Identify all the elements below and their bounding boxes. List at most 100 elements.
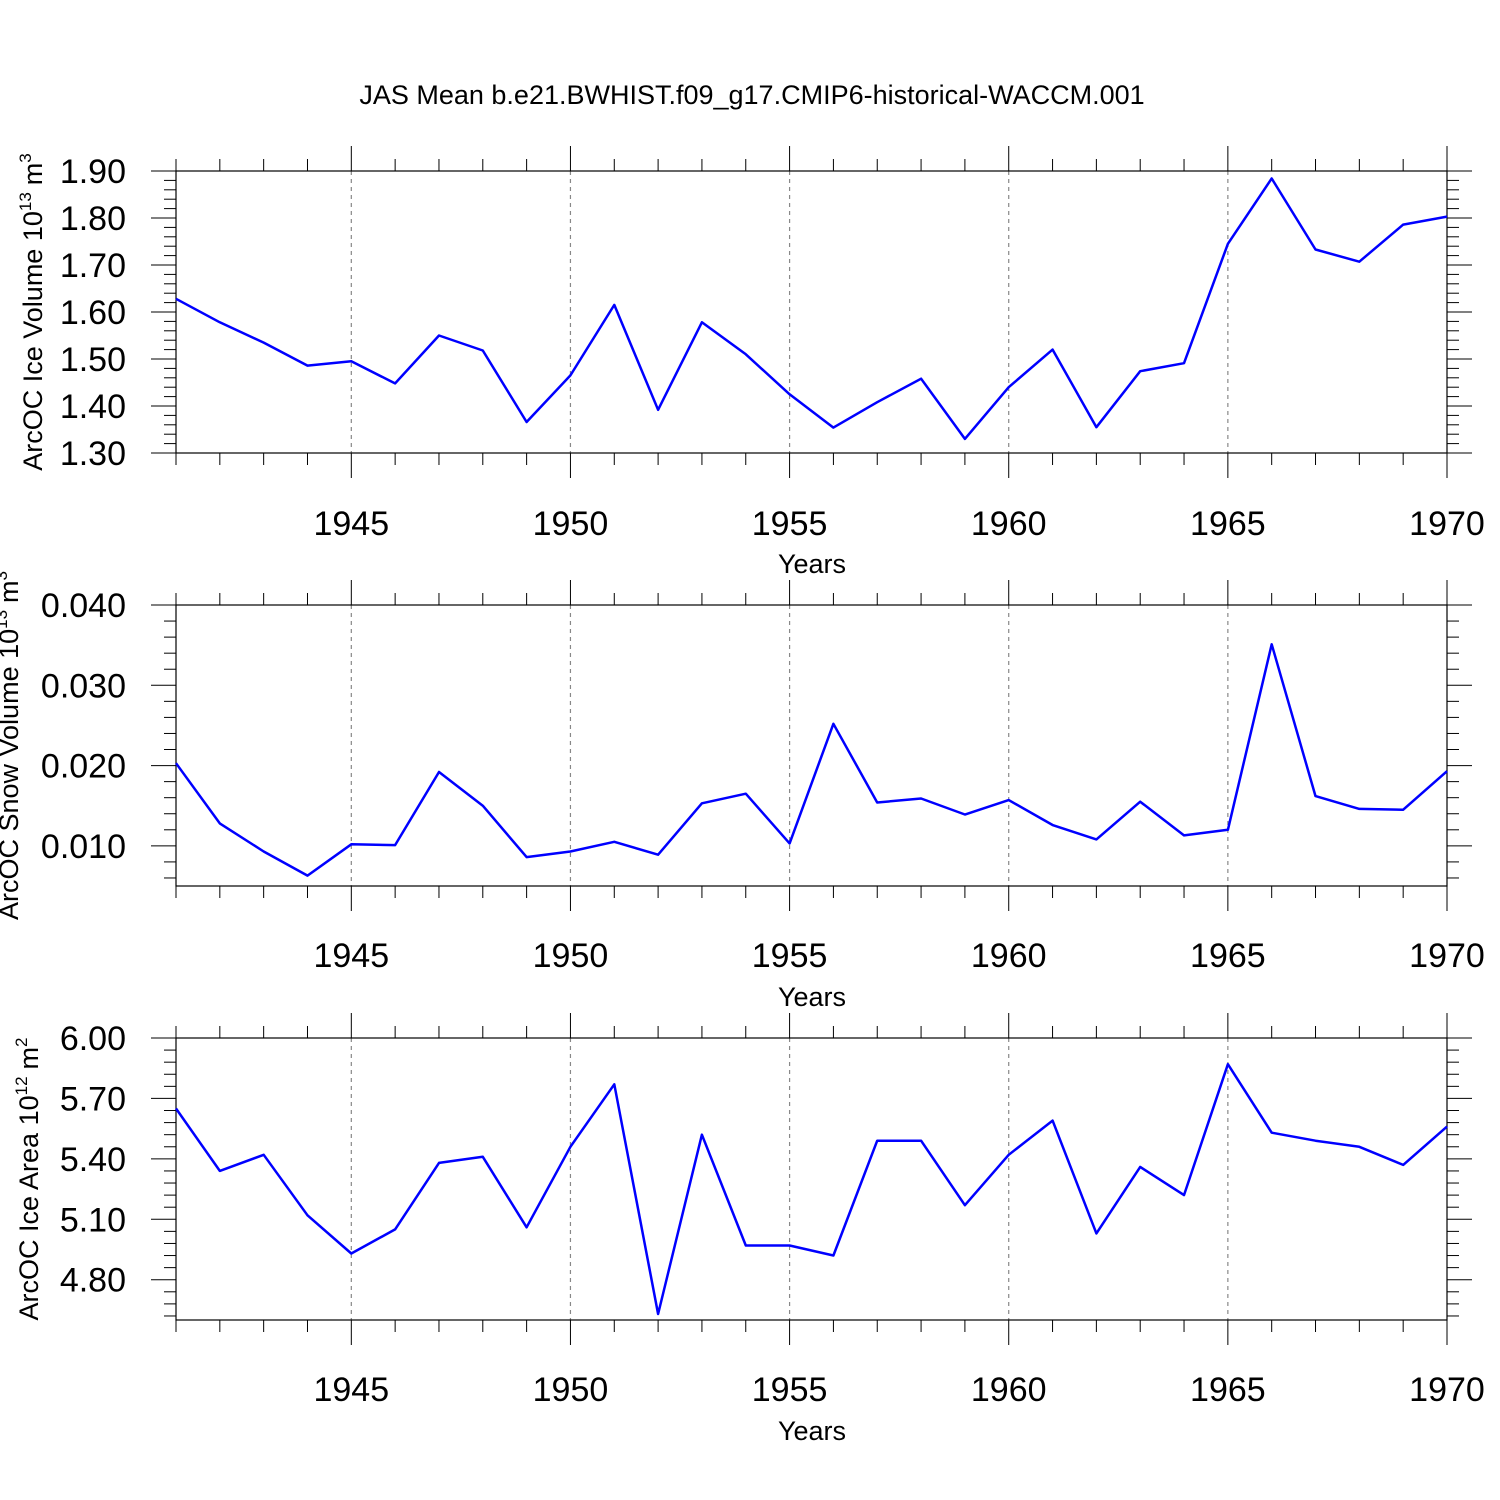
y-axis-label-text: ArcOC Ice Area 10 — [14, 1095, 44, 1320]
data-point — [1094, 1231, 1098, 1235]
data-point — [262, 849, 266, 853]
y-axis-label: ArcOC Snow Volume 1013 m3 — [0, 571, 24, 920]
data-point — [1138, 369, 1142, 373]
chart-panel-3: 4.80 5.10 5.40 5.70 6.00 1945 1950 1955 1960 1965… — [12, 1013, 1485, 1446]
y-axis-label-unit: m — [18, 163, 48, 186]
x-tick-label: 1970 — [1409, 1371, 1485, 1409]
data-point — [1226, 828, 1230, 832]
data-point — [218, 1169, 222, 1173]
data-point — [831, 426, 835, 430]
data-point — [788, 841, 792, 845]
y-tick-label: 1.80 — [60, 200, 126, 238]
data-point — [656, 853, 660, 857]
data-point — [305, 1213, 309, 1217]
y-tick-label: 5.40 — [60, 1141, 126, 1179]
y-axis-label-unit-exponent: 3 — [16, 153, 35, 162]
chart-panel-1: 1.30 1.40 1.50 1.60 1.70 1.80 1.90 1945 1950 1955… — [16, 146, 1485, 579]
data-point — [1007, 385, 1011, 389]
data-point — [1138, 1165, 1142, 1169]
data-point — [349, 359, 353, 363]
data-point — [262, 1153, 266, 1157]
y-axis-label-unit-exponent: 3 — [0, 571, 11, 580]
y-axis-label-unit-exponent: 2 — [12, 1038, 31, 1047]
data-point — [1182, 1193, 1186, 1197]
x-tick-label: 1970 — [1409, 505, 1485, 543]
data-point — [656, 408, 660, 412]
data-point — [349, 1252, 353, 1256]
data-point — [437, 770, 441, 774]
x-tick-label: 1970 — [1409, 937, 1485, 975]
data-point — [1357, 1145, 1361, 1149]
y-tick-label: 6.00 — [60, 1020, 126, 1058]
data-point — [1401, 223, 1405, 227]
data-point — [1007, 1153, 1011, 1157]
data-point — [437, 334, 441, 338]
data-point — [1401, 1163, 1405, 1167]
data-point — [963, 1203, 967, 1207]
data-point — [1357, 260, 1361, 264]
data-point — [481, 349, 485, 353]
x-tick-label: 1950 — [533, 1371, 609, 1409]
data-point — [568, 373, 572, 377]
data-point — [919, 1139, 923, 1143]
x-tick-label: 1960 — [971, 505, 1047, 543]
x-tick-label: 1955 — [752, 937, 828, 975]
data-point — [700, 320, 704, 324]
data-point — [831, 1254, 835, 1258]
data-point — [1314, 247, 1318, 251]
chart-panel-2: 0.010 0.020 0.030 0.040 1945 1950 1955 1960 1965… — [0, 571, 1485, 1012]
data-point — [1270, 642, 1274, 646]
series-line — [174, 643, 1448, 877]
data-point — [1357, 807, 1361, 811]
y-axis-label-text: ArcOC Ice Volume 10 — [18, 211, 48, 471]
y-tick-label: 1.40 — [60, 388, 126, 426]
data-point — [481, 1155, 485, 1159]
data-point — [568, 849, 572, 853]
data-point — [744, 352, 748, 356]
y-axis-label-text: ArcOC Snow Volume 10 — [0, 629, 24, 920]
y-tick-label: 5.10 — [60, 1201, 126, 1239]
y-tick-label: 1.30 — [60, 435, 126, 473]
data-point — [1445, 215, 1449, 219]
data-point — [437, 1161, 441, 1165]
data-point — [612, 1082, 616, 1086]
plot-frame — [175, 604, 1448, 887]
x-axis-label: Years — [778, 982, 846, 1012]
y-axis-label-exponent: 13 — [16, 192, 35, 211]
x-tick-label: 1965 — [1190, 937, 1266, 975]
data-point — [1226, 242, 1230, 246]
y-tick-label: 4.80 — [60, 1262, 126, 1300]
data-point — [218, 320, 222, 324]
data-point — [262, 341, 266, 345]
data-point — [1401, 808, 1405, 812]
data-point — [963, 437, 967, 441]
data-point — [174, 1107, 178, 1111]
data-point — [1270, 1131, 1274, 1135]
data-point — [700, 801, 704, 805]
x-tick-label: 1945 — [313, 505, 389, 543]
series-line — [174, 1062, 1448, 1316]
data-point — [875, 801, 879, 805]
y-tick-label: 0.040 — [41, 587, 126, 625]
y-tick-label: 0.010 — [41, 828, 126, 866]
x-tick-label: 1945 — [313, 1371, 389, 1409]
data-point — [1182, 833, 1186, 837]
data-point — [305, 874, 309, 878]
data-point — [568, 1145, 572, 1149]
data-point — [1094, 425, 1098, 429]
data-point — [1051, 348, 1055, 352]
data-point — [393, 381, 397, 385]
data-point — [1138, 800, 1142, 804]
y-axis-label-unit: m — [0, 580, 24, 603]
data-point — [612, 840, 616, 844]
data-point — [919, 377, 923, 381]
data-point — [1270, 177, 1274, 181]
panels: 1.30 1.40 1.50 1.60 1.70 1.80 1.90 1945 1950 1955… — [0, 146, 1485, 1446]
x-tick-label: 1955 — [752, 505, 828, 543]
x-tick-label: 1965 — [1190, 505, 1266, 543]
y-tick-label: 0.020 — [41, 748, 126, 786]
data-point — [1094, 837, 1098, 841]
data-point — [875, 1139, 879, 1143]
y-tick-label: 0.030 — [41, 667, 126, 705]
